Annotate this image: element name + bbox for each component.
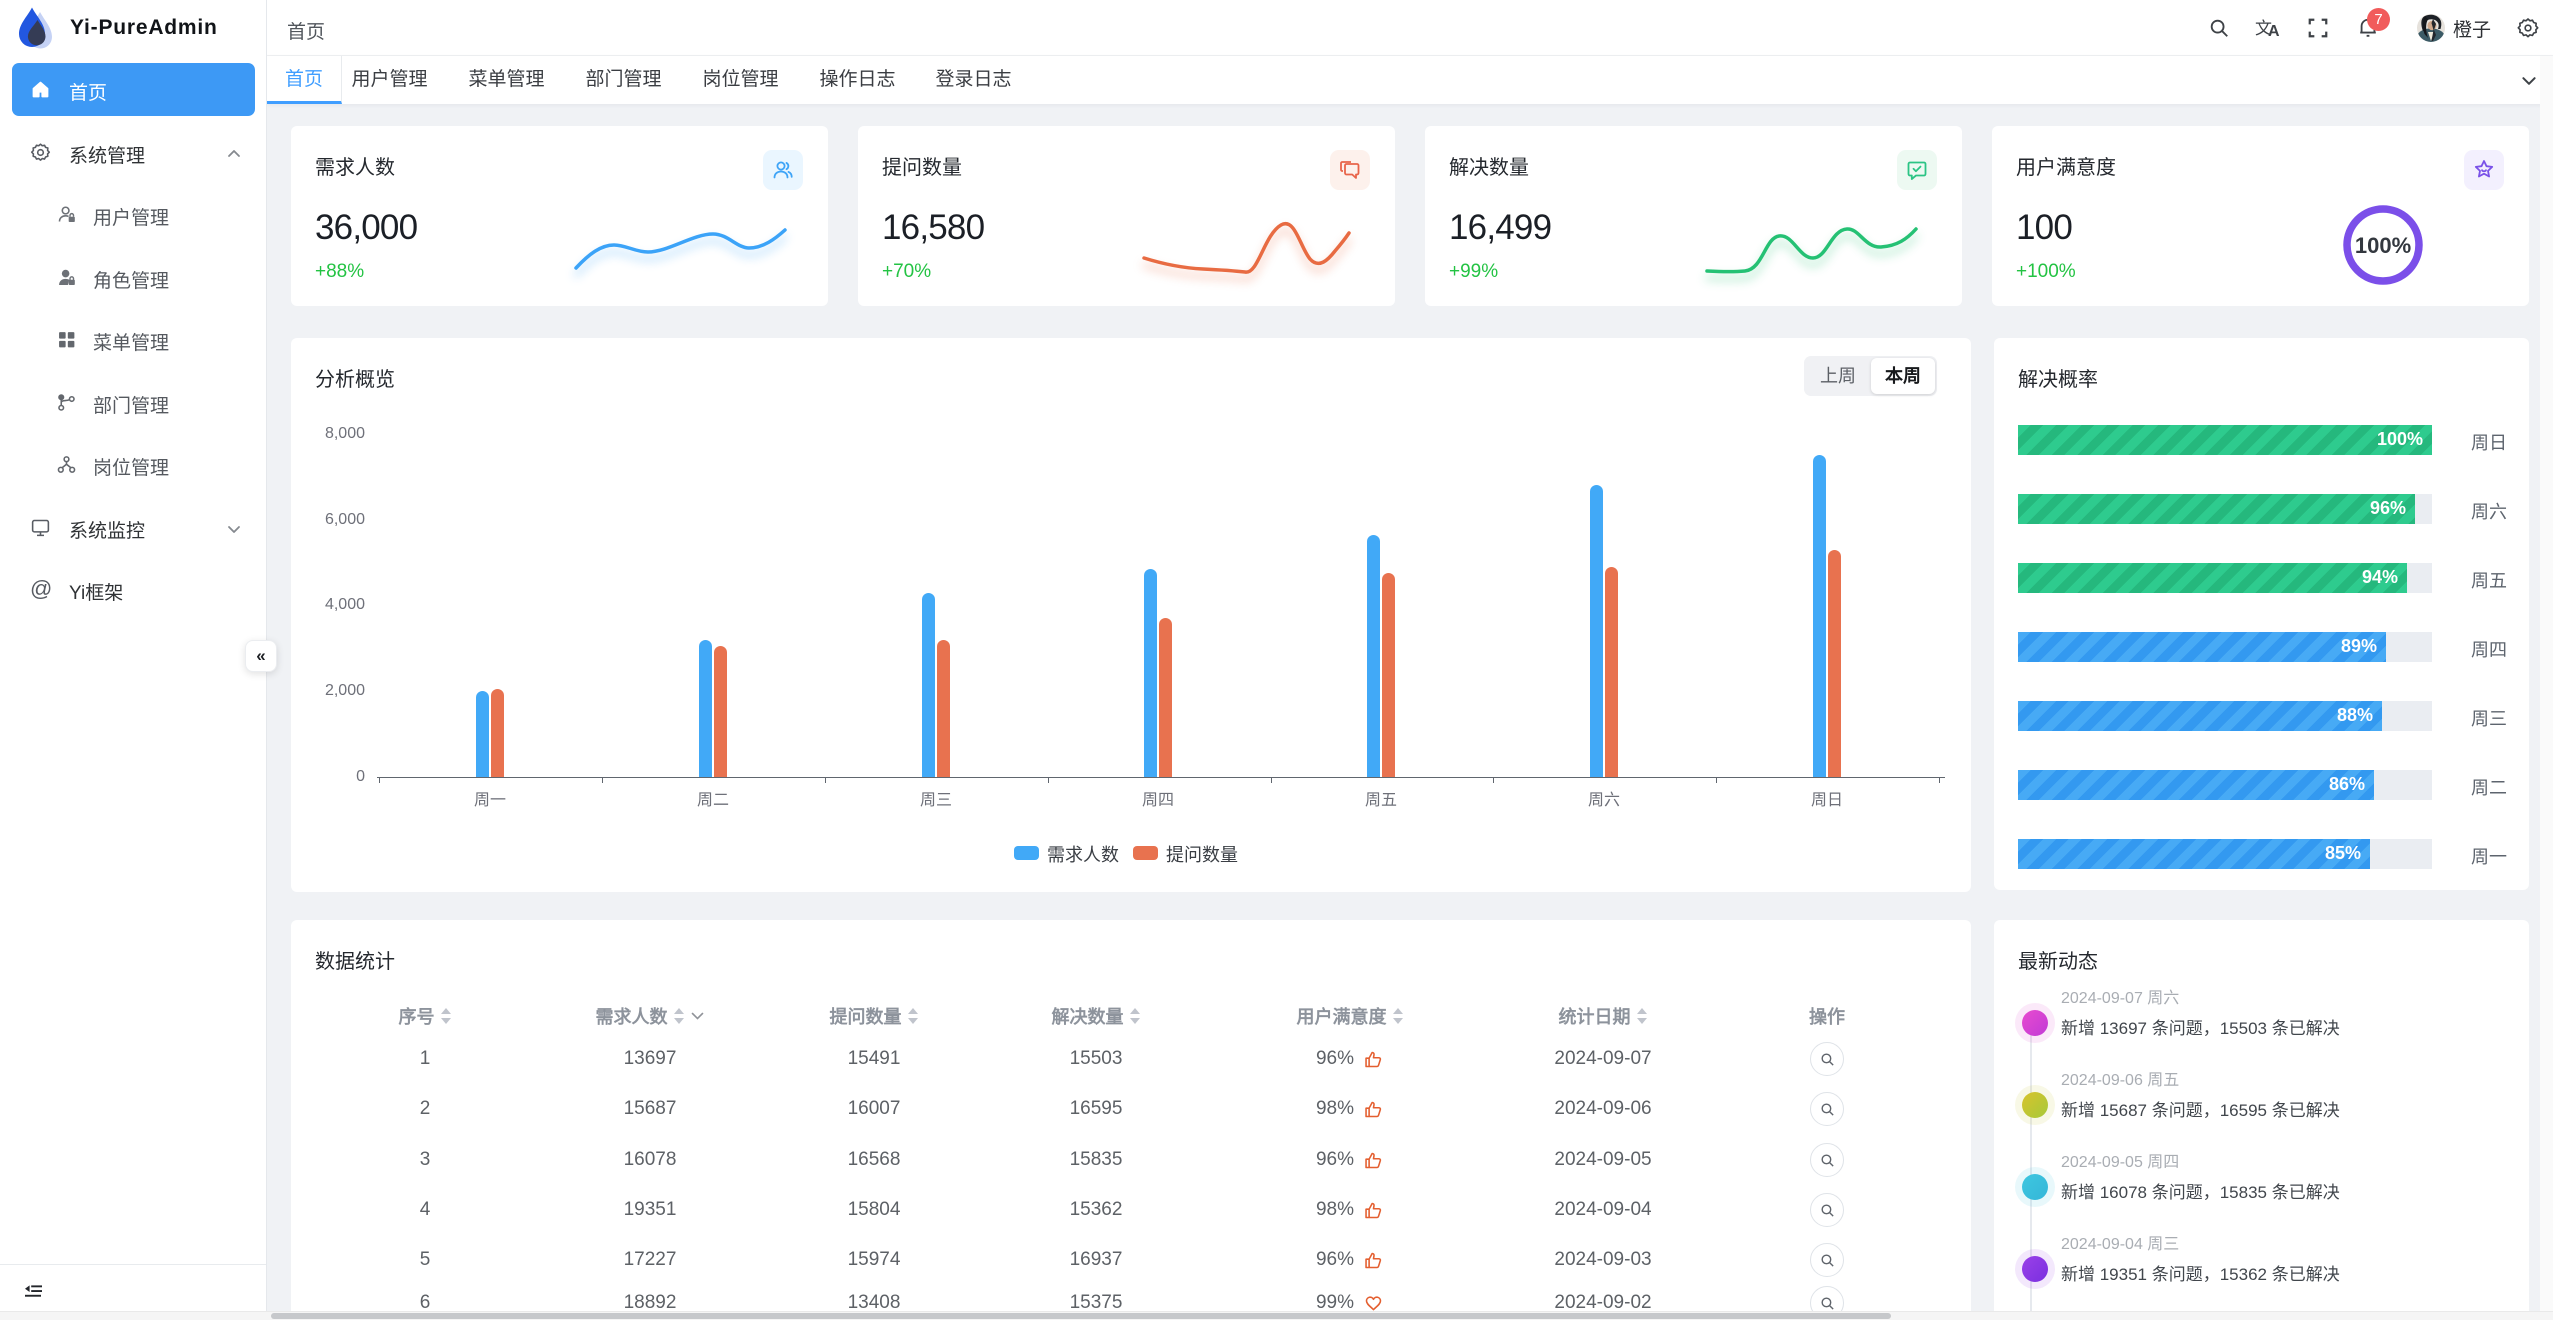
svg-text:100%: 100% — [2355, 233, 2411, 258]
